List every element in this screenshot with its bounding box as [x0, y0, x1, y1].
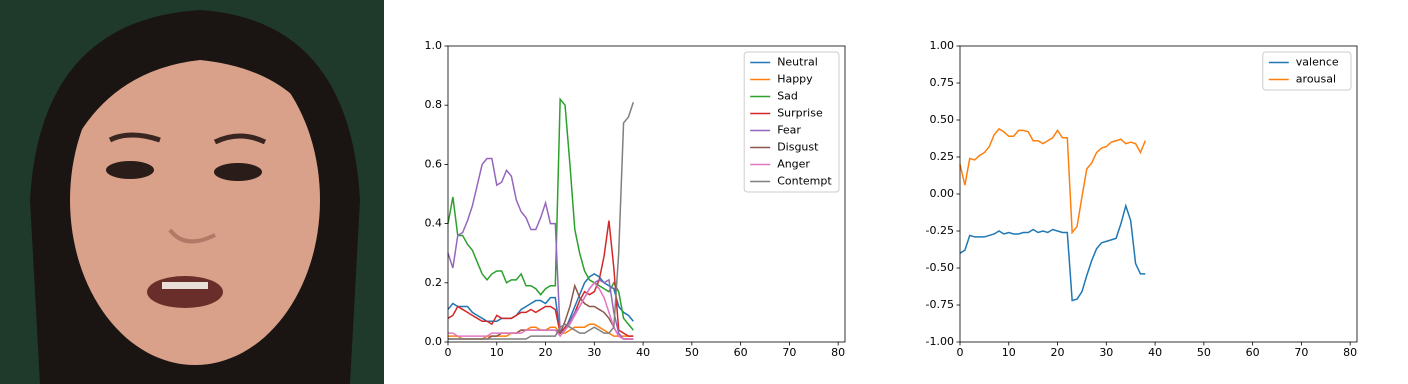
x-tick-label: 60 — [734, 346, 748, 359]
legend-label: Neutral — [777, 56, 818, 69]
legend-label: arousal — [1296, 73, 1336, 86]
y-tick-label: -0.50 — [926, 261, 954, 274]
legend-label: Disgust — [777, 141, 819, 154]
x-tick-label: 30 — [1099, 346, 1113, 359]
x-tick-label: 20 — [539, 346, 553, 359]
x-tick-label: 80 — [831, 346, 845, 359]
x-tick-label: 50 — [685, 346, 699, 359]
x-tick-label: 60 — [1246, 346, 1260, 359]
series-line — [447, 157, 634, 340]
series-line — [448, 102, 635, 340]
series-line — [959, 203, 1146, 302]
x-tick-label: 30 — [587, 346, 601, 359]
legend-label: Contempt — [777, 175, 832, 188]
y-tick-label: 1.0 — [425, 39, 443, 52]
x-tick-label: 40 — [636, 346, 650, 359]
x-tick-label: 40 — [1148, 346, 1162, 359]
y-tick-label: 0.4 — [425, 217, 443, 230]
series-line — [448, 281, 634, 340]
y-tick-label: 0.0 — [425, 335, 443, 348]
y-tick-label: 1.00 — [930, 39, 955, 52]
x-tick-label: 70 — [1294, 346, 1308, 359]
x-tick-label: 0 — [445, 346, 452, 359]
plot-frame — [447, 45, 846, 343]
series-line — [447, 220, 634, 337]
legend-label: Anger — [777, 158, 810, 171]
series-line — [447, 97, 634, 331]
y-tick-label: 0.75 — [930, 76, 955, 89]
legend-label: Happy — [777, 73, 813, 86]
legend-label: Surprise — [777, 107, 823, 120]
legend-label: Fear — [777, 124, 801, 137]
x-tick-label: 70 — [782, 346, 796, 359]
series-line — [447, 273, 634, 335]
y-tick-label: 0.6 — [425, 157, 443, 170]
y-tick-label: -1.00 — [926, 335, 954, 348]
x-tick-label: 80 — [1343, 346, 1357, 359]
y-tick-label: 0.2 — [425, 276, 443, 289]
legend-label: Sad — [777, 90, 798, 103]
series-line — [959, 127, 1147, 235]
face-photo — [0, 0, 384, 384]
y-tick-label: -0.25 — [926, 224, 954, 237]
x-tick-label: 50 — [1197, 346, 1211, 359]
y-tick-label: 0.50 — [930, 113, 955, 126]
legend: valence arousal — [1262, 51, 1352, 91]
y-tick-label: 0.25 — [930, 150, 955, 163]
x-tick-label: 0 — [957, 346, 964, 359]
legend: Neutral Happy Sad Surprise Fear Disgust Anger C… — [743, 51, 840, 193]
x-tick-label: 10 — [1002, 346, 1016, 359]
y-tick-label: 0.00 — [930, 187, 955, 200]
legend-box — [1262, 51, 1352, 91]
legend-box — [743, 51, 840, 193]
y-tick-label: -0.75 — [926, 298, 954, 311]
x-tick-label: 10 — [490, 346, 504, 359]
y-tick-label: 0.8 — [425, 98, 443, 111]
x-tick-label: 20 — [1051, 346, 1065, 359]
legend-label: valence — [1296, 56, 1339, 69]
